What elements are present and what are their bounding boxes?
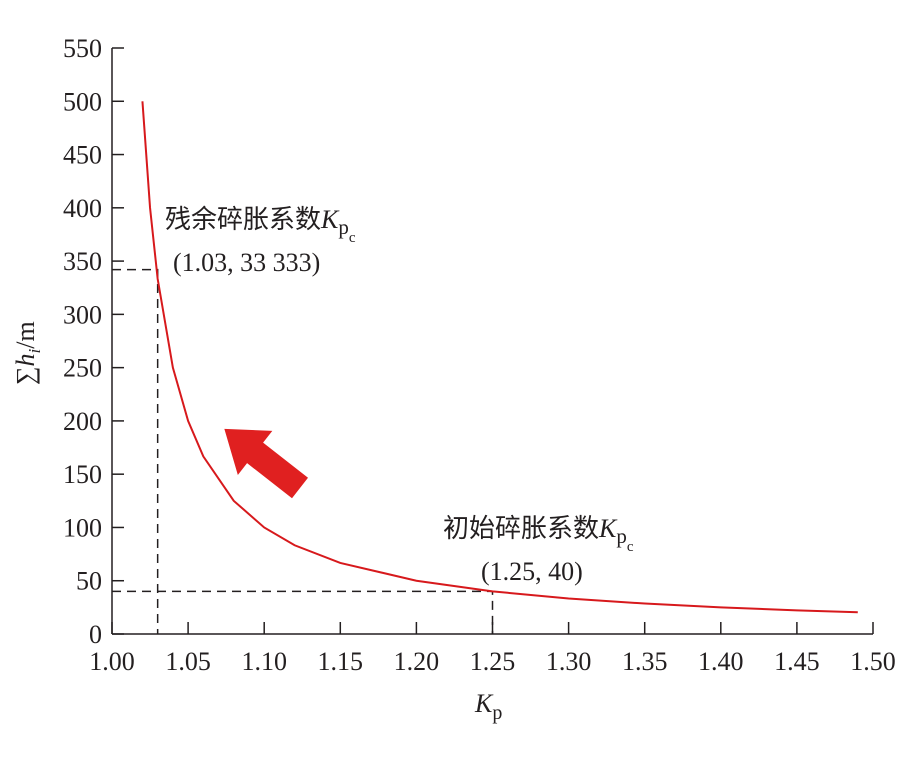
x-tick-label: 1.00 [89, 647, 135, 676]
x-tick-label: 1.20 [394, 647, 440, 676]
y-label-sub: i [25, 348, 44, 353]
y-tick-label: 350 [63, 247, 102, 276]
annotation: 残余碎胀系数Kpc [165, 205, 356, 246]
annotation-subsub: c [627, 539, 634, 555]
x-tick-label: 1.10 [241, 647, 287, 676]
x-tick-label: 1.40 [698, 647, 744, 676]
guide-line [112, 268, 159, 634]
y-tick-label: 100 [63, 513, 102, 542]
x-tick-label: 1.15 [318, 647, 364, 676]
x-tick-label: 1.25 [470, 647, 516, 676]
x-tick-label: 1.50 [850, 647, 896, 676]
y-tick-label: 450 [63, 141, 102, 170]
x-axis-label: Kp [474, 689, 502, 724]
y-tick-label: 50 [76, 567, 102, 596]
annotation-text: 初始碎胀系数 [443, 514, 599, 543]
annotation: 初始碎胀系数Kpc [443, 514, 634, 555]
arrow [224, 428, 309, 499]
annotation-text: 残余碎胀系数 [165, 205, 321, 234]
guide-line [112, 590, 494, 634]
x-tick-label: 1.30 [546, 647, 592, 676]
annotation-subsub: c [349, 230, 356, 246]
annotation-point: (1.25, 40) [481, 557, 583, 586]
y-tick-label: 500 [63, 87, 102, 116]
y-tick-label: 300 [63, 300, 102, 329]
y-tick-label: 200 [63, 407, 102, 436]
x-label-sub: p [492, 702, 502, 724]
y-label-symbol: ∑ [11, 366, 40, 385]
y-tick-label: 150 [63, 460, 102, 489]
annotation-symbol: K [598, 514, 618, 543]
x-tick-label: 1.35 [622, 647, 668, 676]
annotation-symbol: K [320, 205, 340, 234]
y-tick-label: 550 [63, 34, 102, 63]
annotation-sub: p [616, 524, 627, 548]
y-tick-label: 0 [89, 620, 102, 649]
x-tick-label: 1.45 [774, 647, 820, 676]
y-tick-label: 400 [63, 194, 102, 223]
annotation-sub: p [338, 215, 349, 239]
x-tick-label: 1.05 [165, 647, 211, 676]
y-tick-label: 250 [63, 354, 102, 383]
y-axis-label: ∑hi/m [11, 321, 44, 385]
y-label-var: h [11, 353, 40, 366]
annotation-point: (1.03, 33 333) [173, 248, 320, 277]
line [141, 101, 858, 614]
x-label-main: K [474, 689, 494, 718]
y-label-unit: /m [11, 321, 40, 348]
